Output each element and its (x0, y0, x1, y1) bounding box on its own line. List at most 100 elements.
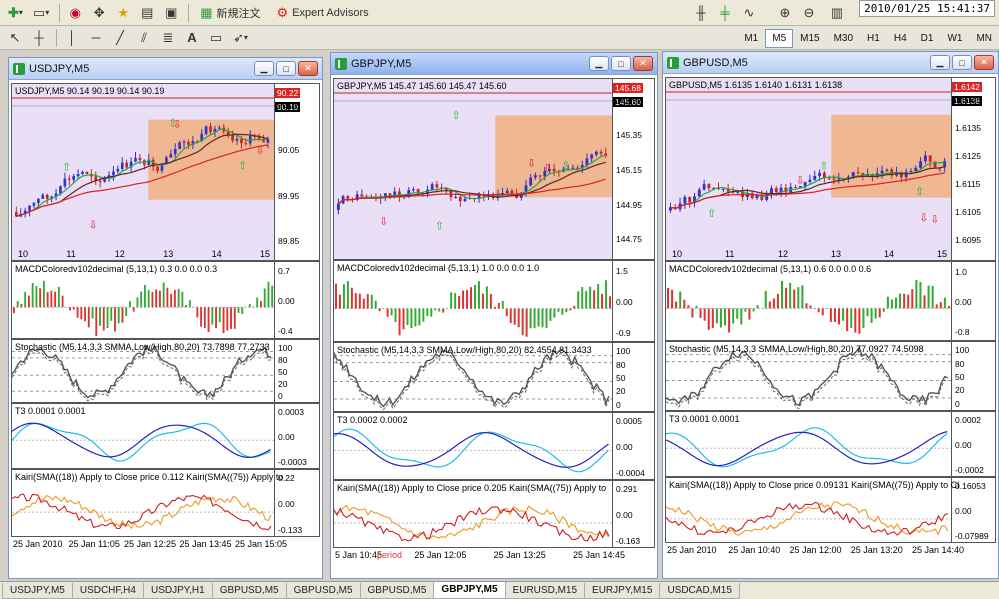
macd-bar (177, 288, 180, 308)
stoch-pane[interactable]: 100 80 50 20 0 Stochastic (M5,14,3,3 SMMA,Low… (11, 339, 320, 403)
label-tool[interactable]: ▭ (205, 27, 227, 49)
macd-pane[interactable]: 1.5 0.00 -0.9 MACDColoredv102decimal (5,13,… (333, 260, 655, 342)
minimize-button[interactable]: ▁ (930, 55, 950, 70)
price-scale-tick: 1.6145 (955, 95, 981, 106)
chart-tab[interactable]: USDCAD,M15 (659, 583, 740, 599)
candle-body (822, 172, 826, 179)
chart-window[interactable]: GBPUSD,M5 ▁ □ ✕ ⇧ ⇩ ⇧ ⇩ ⇧ ⇩ 1.6138 1.6142 1.6145 1.61… (662, 51, 999, 579)
timeframe-w1[interactable]: W1 (947, 32, 963, 44)
candle-body (765, 193, 769, 200)
new-chart-button[interactable]: ✚ ▾ (8, 5, 23, 20)
crosshair-tool[interactable]: ┼ (28, 27, 50, 49)
channel-tool[interactable]: ⫽ (133, 27, 155, 49)
window-titlebar[interactable]: GBPJPY,M5 ▁ □ ✕ (331, 53, 657, 75)
ask-price-tag: 1.6142 (952, 82, 982, 92)
timeframe-m1[interactable]: M1 (744, 32, 759, 44)
macd-label: MACDColoredv102decimal (5,13,1) 0.3 0.0 … (15, 264, 218, 274)
stoch-scale-tick: 100 (616, 346, 631, 357)
t3-pane[interactable]: 0.0003 0.00 -0.0003 T3 0.0001 0.0001 (11, 403, 320, 469)
terminal-button[interactable]: ▤ (136, 2, 158, 24)
window-titlebar[interactable]: USDJPY,M5 ▁ □ ✕ (9, 58, 322, 80)
close-button[interactable]: ✕ (633, 56, 653, 71)
candle-chart-button[interactable]: ╪ (714, 2, 736, 24)
candle-body (943, 160, 947, 168)
fibonacci-tool[interactable]: ≣ (157, 27, 179, 49)
day-tick: 14 (211, 249, 222, 259)
t3-pane[interactable]: 0.0002 0.00 -0.0002 T3 0.0001 0.0001 (665, 411, 996, 477)
maximize-button[interactable]: □ (276, 61, 296, 76)
text-tool[interactable]: A (181, 27, 203, 49)
price-price-scale: 145.60 145.68 145.55 145.35 145.15 144.95 144.… (612, 79, 654, 259)
new-order-button[interactable]: ▦ 新規注文 (193, 2, 267, 24)
close-button[interactable]: ✕ (974, 55, 994, 70)
stoch-pane[interactable]: 100 80 50 20 0 Stochastic (M5,14,3,3 SMMA,Low… (665, 341, 996, 411)
window-titlebar[interactable]: GBPUSD,M5 ▁ □ ✕ (663, 52, 998, 74)
timeframe-m5[interactable]: M5 (765, 28, 794, 48)
timeframe-d1[interactable]: D1 (920, 32, 934, 44)
chart-window[interactable]: GBPJPY,M5 ▁ □ ✕ ⇧ ⇩ ⇧ ⇩ ⇧ ⇩ 145.60 145.68 145.55 145.… (330, 52, 658, 579)
maximize-button[interactable]: □ (952, 55, 972, 70)
bar-chart-button[interactable]: ╫ (690, 2, 712, 24)
minimize-button[interactable]: ▁ (254, 61, 274, 76)
zoom-in-button[interactable]: ⊕ (774, 2, 796, 24)
arrows-tool[interactable]: ➶ ▾ (233, 30, 248, 45)
kairi-pane[interactable]: 0.22 0.00 -0.133 Kairi(SMA((18)) Apply to C… (11, 469, 320, 537)
horizontal-line-tool[interactable]: ─ (85, 27, 107, 49)
macd-bar (362, 298, 365, 309)
kairi-pane[interactable]: 0.291 0.00 -0.163 Kairi(SMA((18)) Apply to … (333, 480, 655, 548)
tile-windows-button[interactable]: ▥ (826, 2, 848, 24)
kairi-pane[interactable]: 0.16053 0.00 -0.07989 Kairi(SMA((18)) Apply… (665, 477, 996, 543)
macd-bar (797, 287, 800, 309)
chart-window[interactable]: USDJPY,M5 ▁ □ ✕ ⇧ ⇩ ⇧ ⇩ ⇧ ⇩ 90.19 90.22 90.15 90.05 89… (8, 57, 323, 579)
stoch-pane[interactable]: 100 80 50 20 0 Stochastic (M5,14,3,3 SMMA,Low… (333, 342, 655, 412)
profiles-button[interactable]: ▭ ▾ (32, 5, 50, 20)
timeframe-m30[interactable]: M30 (833, 32, 854, 44)
kairi-scale-tick: -0.07989 (955, 531, 989, 542)
vertical-line-tool[interactable]: │ (61, 27, 83, 49)
price-pane[interactable]: ⇧ ⇩ ⇧ ⇩ ⇧ ⇩ 1.6138 1.6142 1.6145 1.6135 1.6125 1.61… (665, 77, 996, 261)
chart-tab[interactable]: USDCHF,H4 (71, 583, 144, 599)
candle-body (702, 184, 706, 190)
candle-body (697, 189, 701, 197)
timeframe-m15[interactable]: M15 (800, 32, 820, 44)
line-chart-button[interactable]: ∿ (738, 2, 760, 24)
candle-body (750, 192, 754, 199)
minimize-button[interactable]: ▁ (589, 56, 609, 71)
price-pane[interactable]: ⇧ ⇩ ⇧ ⇩ ⇧ ⇩ 90.19 90.22 90.15 90.05 89.95 89.85 USDJ… (11, 83, 320, 261)
chart-tab[interactable]: GBPUSD,M5 (211, 583, 287, 599)
macd-bar (703, 308, 706, 321)
chart-tab[interactable]: GBPUSD,M5 (359, 583, 435, 599)
favorites-button[interactable]: ★ (112, 2, 134, 24)
expert-advisors-button[interactable]: ⚙ Expert Advisors (270, 2, 376, 24)
chart-tab[interactable]: USDJPY,M5 (2, 583, 73, 599)
macd-pane[interactable]: 0.7 0.00 -0.4 MACDColoredv102decimal (5,13,… (11, 261, 320, 339)
timeframe-mn[interactable]: MN (976, 32, 992, 44)
expert-advisors-icon: ⚙ (276, 5, 289, 20)
zoom-out-button[interactable]: ⊖ (798, 2, 820, 24)
navigator-button[interactable]: ✥ (88, 2, 110, 24)
macd-bar (76, 307, 79, 318)
market-watch-button[interactable]: ◉ (64, 2, 86, 24)
maximize-button[interactable]: □ (611, 56, 631, 71)
price-pane[interactable]: ⇧ ⇩ ⇧ ⇩ ⇧ ⇩ 145.60 145.68 145.55 145.35 145.15 144.… (333, 78, 655, 260)
trendline-tool[interactable]: ╱ (109, 27, 131, 49)
chart-tab[interactable]: EURUSD,M15 (504, 583, 586, 599)
macd-bar (114, 307, 116, 332)
timeframe-h1[interactable]: H1 (867, 32, 880, 44)
chart-tab[interactable]: GBPJPY,M5 (433, 582, 506, 599)
chart-tab[interactable]: USDJPY,H1 (142, 583, 213, 599)
stoch-price-scale: 100 80 50 20 0 (274, 340, 318, 402)
candle-body (120, 162, 124, 169)
t3-pane[interactable]: 0.0005 0.00 -0.0004 T3 0.0002 0.0002 (333, 412, 655, 480)
stoch-plot (666, 346, 951, 410)
chart-tab[interactable]: GBPUSD,M5 (285, 583, 361, 599)
day-tick: 11 (725, 249, 735, 259)
macd-bar (521, 308, 524, 336)
cursor-tool[interactable]: ↖ (4, 27, 26, 49)
macd-pane[interactable]: 1.0 0.00 -0.8 MACDColoredv102decimal (5,13,… (665, 261, 996, 341)
tester-button[interactable]: ▣ (160, 2, 182, 24)
close-button[interactable]: ✕ (298, 61, 318, 76)
timeframe-h4[interactable]: H4 (893, 32, 907, 44)
chart-tab[interactable]: EURJPY,M15 (584, 583, 661, 599)
macd-bar (719, 308, 722, 328)
